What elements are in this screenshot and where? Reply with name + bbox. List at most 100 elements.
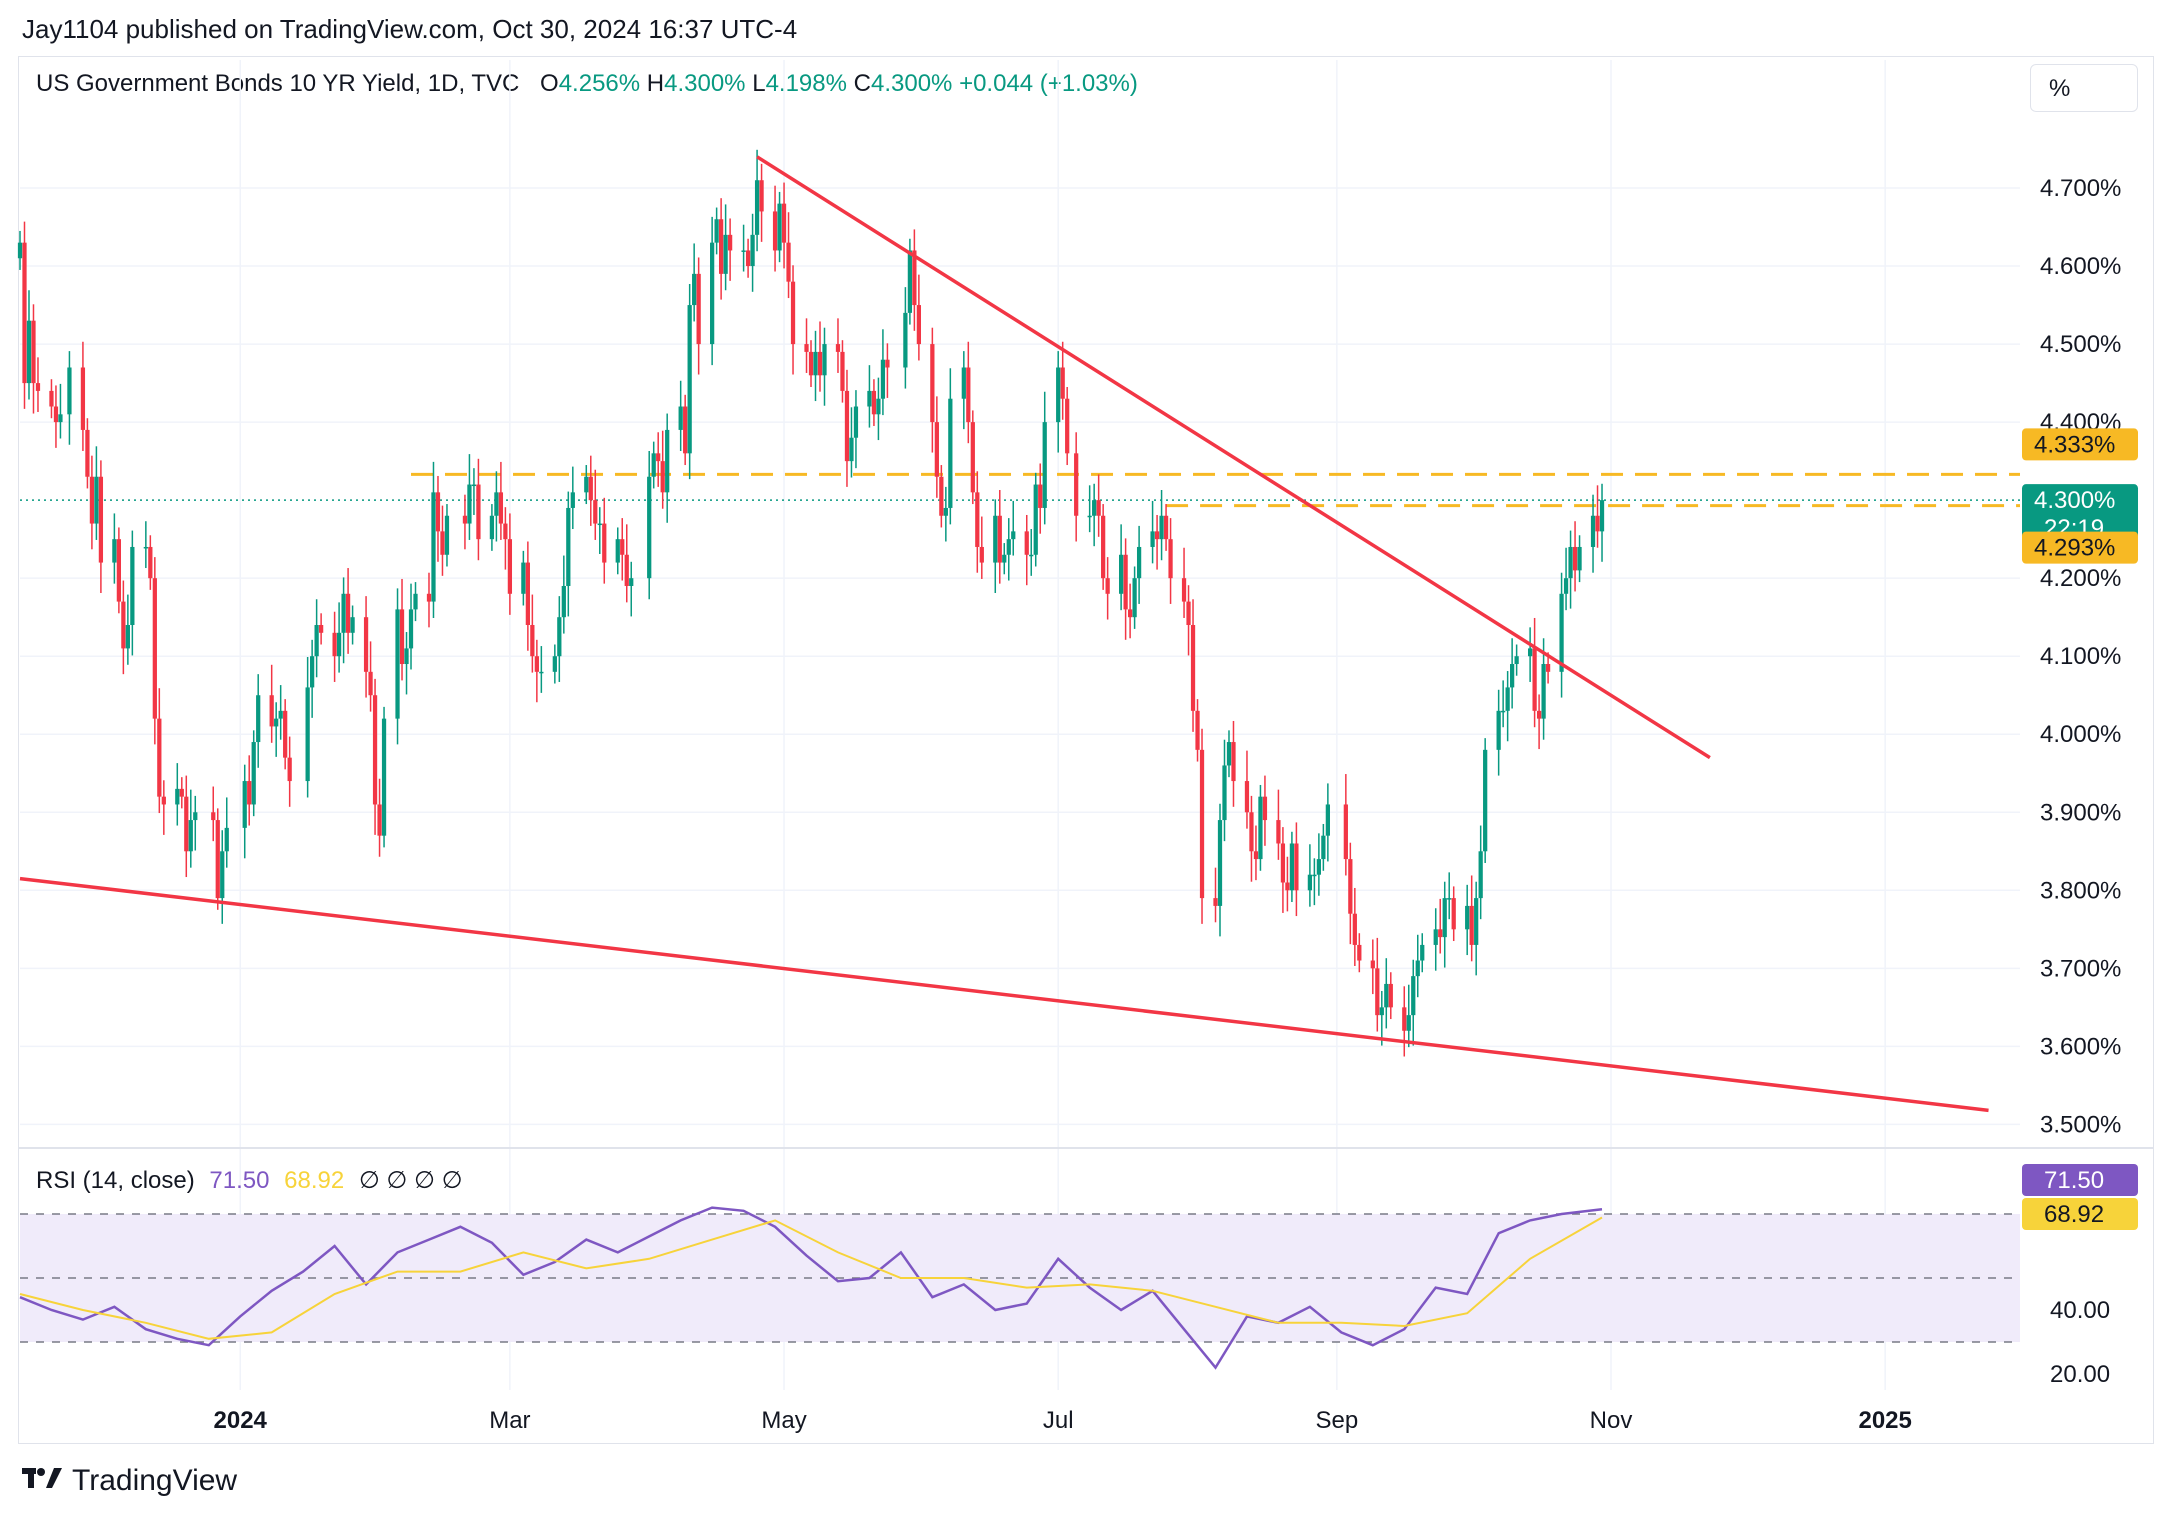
candle-body [471,484,477,487]
candle-body [1411,976,1416,1016]
candle-body [1572,546,1578,571]
candle-body [993,515,998,563]
time-tick-label: 2024 [214,1407,268,1434]
candle-body [1438,929,1443,938]
price-tick-label: 4.100% [2040,643,2121,670]
candle-body [1127,609,1133,618]
candle-body [1280,843,1286,883]
candle-body [948,398,953,508]
time-tick-label: 2025 [1858,1407,1911,1434]
candle-body [305,687,310,782]
rsi-na-values: ∅ ∅ ∅ ∅ [358,1167,463,1194]
candle-body [1559,593,1564,672]
candle-body [1478,851,1483,899]
candle-body [1406,1015,1411,1031]
candle-body [507,539,513,594]
candle-body [130,546,135,625]
candle-body [1514,656,1519,665]
candle-body [692,273,697,306]
candle-body [1451,898,1456,930]
candle-body [1343,804,1348,860]
rsi-value-tag [2022,1164,2138,1196]
rsi-ma-value-tag [2022,1198,2138,1230]
candle-body [844,390,850,462]
last-price-value: 4.300% [2034,487,2115,514]
candle-body [1501,710,1506,713]
candle-body [593,500,598,524]
candle-body [683,406,688,454]
candle-body [319,625,324,633]
candle-body [777,203,782,251]
candle-body [1060,367,1065,399]
rsi-label[interactable]: RSI (14, close) [36,1167,195,1194]
time-tick-label: Sep [1316,1407,1359,1434]
tradingview-logo-icon [22,1464,62,1498]
chart-frame [18,56,2154,1444]
candle-body [67,367,72,415]
candle-body [116,539,121,602]
candle-body [408,609,414,649]
candle-body [966,367,971,423]
candle-body [696,273,701,345]
candle-body [1415,960,1420,977]
candle-body [395,609,400,719]
candle-body [399,609,405,665]
candle-body [521,562,526,594]
candle-body [665,429,670,493]
change-value: +0.044 (+1.03%) [959,70,1138,97]
candle-body [435,492,441,532]
candle-body [148,546,153,579]
candle-body [211,812,216,821]
candle-body [629,578,634,586]
candle-body [840,351,845,391]
publisher-line: Jay1104 published on TradingView.com, Oc… [22,14,798,44]
candle-body [1195,710,1200,750]
candle-body [1217,820,1223,906]
candle-body [1294,843,1299,891]
candle-body [687,305,692,454]
candle-body [1285,882,1290,891]
tradingview-brand[interactable]: TradingView [22,1464,237,1498]
time-tick-label: Nov [1590,1407,1633,1434]
candle-body [534,656,539,672]
candle-body [462,515,468,524]
symbol-title[interactable]: US Government Bonds 10 YR Yield, 1D, TVC [36,70,520,97]
candle-body [1474,898,1479,945]
candle-body [1545,664,1551,672]
candle-body [1011,531,1016,540]
candle-body [161,796,166,805]
percent-scale-button[interactable]: % [2030,64,2138,112]
candle-body [1379,1007,1384,1016]
candle-body [1033,484,1038,555]
candle-body [440,531,445,555]
candle-body [143,546,148,549]
candle-body [404,648,409,665]
candle-body [916,305,921,345]
candle-body [152,578,157,719]
level-price-value: 4.293% [2034,535,2115,562]
candle-body [975,492,980,547]
candle-body [1590,515,1596,547]
high-value: 4.300% [664,70,746,97]
candle-body [431,492,436,602]
price-tick-label: 3.800% [2040,877,2121,904]
candle-body [885,359,890,368]
candle-body [1527,648,1533,657]
low-label: L [752,70,766,97]
rsi-legend: RSI (14, close) 71.50 68.92 ∅ ∅ ∅ ∅ [36,1166,463,1195]
candle-body [1262,796,1268,821]
candle-body [224,827,229,852]
candle-body [1402,1007,1407,1031]
candle-body [1465,905,1470,930]
candle-body [1249,812,1254,852]
candle-body [413,593,418,610]
candle-body [1190,625,1196,711]
price-tick-label: 4.600% [2040,253,2121,280]
close-label: C [853,70,871,97]
candle-body [1384,983,1389,1008]
candle-body [1289,843,1295,891]
candle-body [17,242,23,259]
candle-body [1163,515,1169,540]
candle-body [1532,648,1537,711]
